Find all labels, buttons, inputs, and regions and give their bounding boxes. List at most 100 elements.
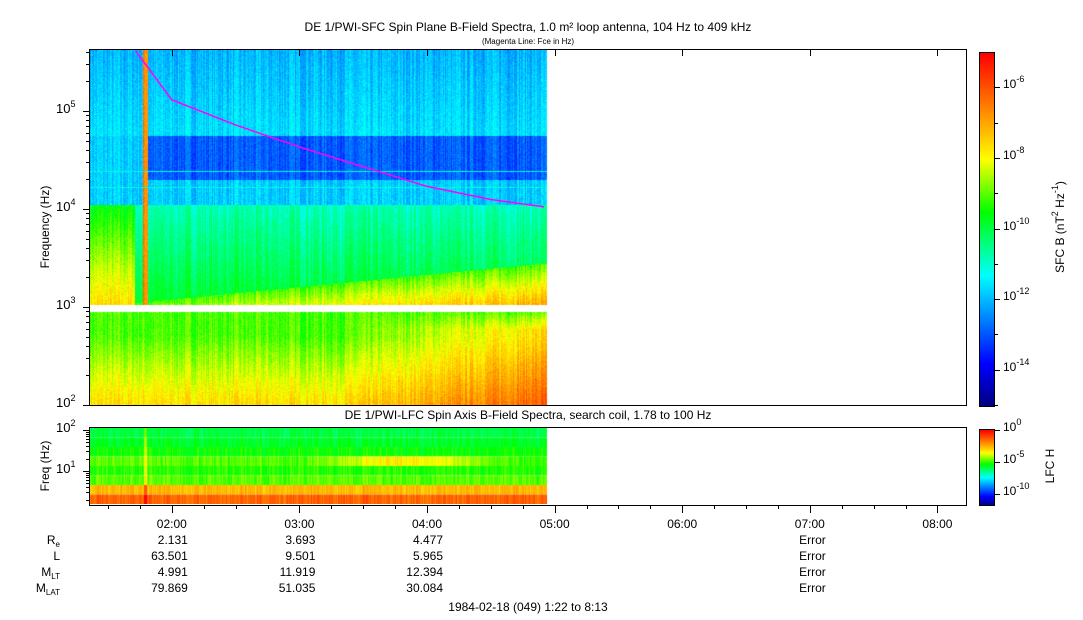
colorbar-tick [994,494,1000,495]
y-minor-tick [86,115,90,117]
y-minor-tick [86,442,90,444]
top-subtitle: (Magenta Line: Fce in Hz) [481,37,575,46]
time-minor-tick [873,505,875,509]
time-minor-tick [363,505,365,509]
time-major-tick [682,505,684,513]
colorbar-tick-label: 10-5 [1003,450,1024,467]
colorbar-tick-label: 100 [1003,417,1022,435]
colorbar-tick-label: 10-6 [1003,75,1024,92]
y-minor-tick [86,149,90,151]
tick-exp: -14 [1016,356,1030,367]
y-tick-label: 102 [56,394,75,411]
y-minor-tick [86,458,90,460]
y-minor-tick [86,439,90,441]
time-minor-tick [618,505,620,509]
tick-base: 10 [1003,218,1017,233]
tick-exp: 0 [1016,417,1022,427]
ephemeris-value: 5.965 [412,549,443,563]
ephemeris-value: 79.869 [151,581,188,595]
tick-exp: 1 [70,459,76,469]
cb-label-b: Hz [1053,193,1067,212]
ephemeris-value: 2.131 [157,533,188,547]
ephemeris-value: Error [799,549,826,563]
y-minor-tick [86,345,90,347]
cb-label-exp2: -1 [1050,185,1060,194]
ephemeris-label-main: L [53,549,60,563]
sfc-colorbar [979,52,995,407]
colorbar-minor-tick [994,122,998,124]
y-minor-tick [86,477,90,479]
time-major-tick-top [299,50,301,56]
colorbar-minor-tick [994,193,998,195]
y-major-tick [83,405,90,406]
y-minor-tick [86,451,90,453]
time-major-tick-top [937,50,939,56]
time-minor-tick [108,505,109,509]
time-tick-label: 06:00 [667,517,698,531]
tick-base: 10 [1003,420,1017,434]
time-tick-label: 02:00 [156,517,187,531]
y-major-tick [83,307,90,308]
ephemeris-value: Error [799,565,826,579]
colorbar-minor-tick [994,263,998,265]
y-major-tick [83,430,90,431]
time-minor-tick [650,505,652,509]
y-minor-tick [86,120,90,122]
y-minor-tick [86,322,90,324]
ephemeris-label-sub: LT [51,572,60,581]
ephemeris-value: 9.501 [285,549,316,563]
time-minor-tick [235,505,237,509]
y-minor-tick [86,480,90,482]
y-minor-tick [86,140,90,142]
lfc-colorbar [979,429,995,506]
y-minor-tick [86,431,90,433]
time-major-tick [809,505,811,513]
y-major-tick [83,111,90,112]
tick-base: 10 [1003,359,1017,374]
time-minor-tick [490,505,492,509]
y-minor-tick [86,487,90,489]
ephemeris-value: 4.477 [412,533,443,547]
cb-label-a: SFC B (nT [1053,216,1067,273]
time-minor-tick [777,505,779,509]
ephemeris-value: 63.501 [151,549,188,563]
y-minor-tick [86,436,90,438]
y-minor-tick [86,64,90,66]
ephemeris-value: 4.991 [157,565,188,579]
y-minor-tick [86,51,90,53]
time-minor-tick [841,505,843,509]
ephemeris-label: MLAT [0,581,60,597]
tick-exp: -8 [1016,144,1025,155]
time-minor-tick [522,505,524,509]
y-minor-tick [86,230,90,232]
sfc-y-label: Frequency (Hz) [38,185,52,269]
y-minor-tick [86,81,90,83]
time-minor-tick [203,505,205,509]
y-tick-label: 101 [56,459,76,477]
ephemeris-label-main: M [35,581,46,595]
ephemeris-label: Re [0,533,60,549]
time-tick-label: 05:00 [539,517,570,531]
tick-exp: -12 [1016,286,1030,297]
cb-label-c: ) [1053,181,1067,186]
ephemeris-value: 30.084 [406,581,443,595]
y-minor-tick [86,179,90,181]
y-minor-tick [86,238,90,240]
tick-base: 10 [1003,289,1017,304]
ephemeris-value: 3.693 [285,533,316,547]
y-minor-tick [86,277,90,279]
colorbar-tick [994,369,1000,371]
y-minor-tick [86,260,90,262]
time-minor-tick [746,505,747,509]
y-minor-tick [86,247,90,249]
time-minor-tick [267,505,269,509]
time-major-tick-top [682,50,684,56]
time-major-tick [554,505,556,513]
time-major-tick-top [809,50,811,56]
tick-base: 10 [1003,452,1017,466]
y-tick-label: 103 [56,296,75,313]
time-minor-tick [139,505,141,509]
y-minor-tick [86,375,90,377]
tick-base: 10 [56,101,71,116]
top-title: DE 1/PWI-SFC Spin Plane B-Field Spectra,… [304,20,752,34]
